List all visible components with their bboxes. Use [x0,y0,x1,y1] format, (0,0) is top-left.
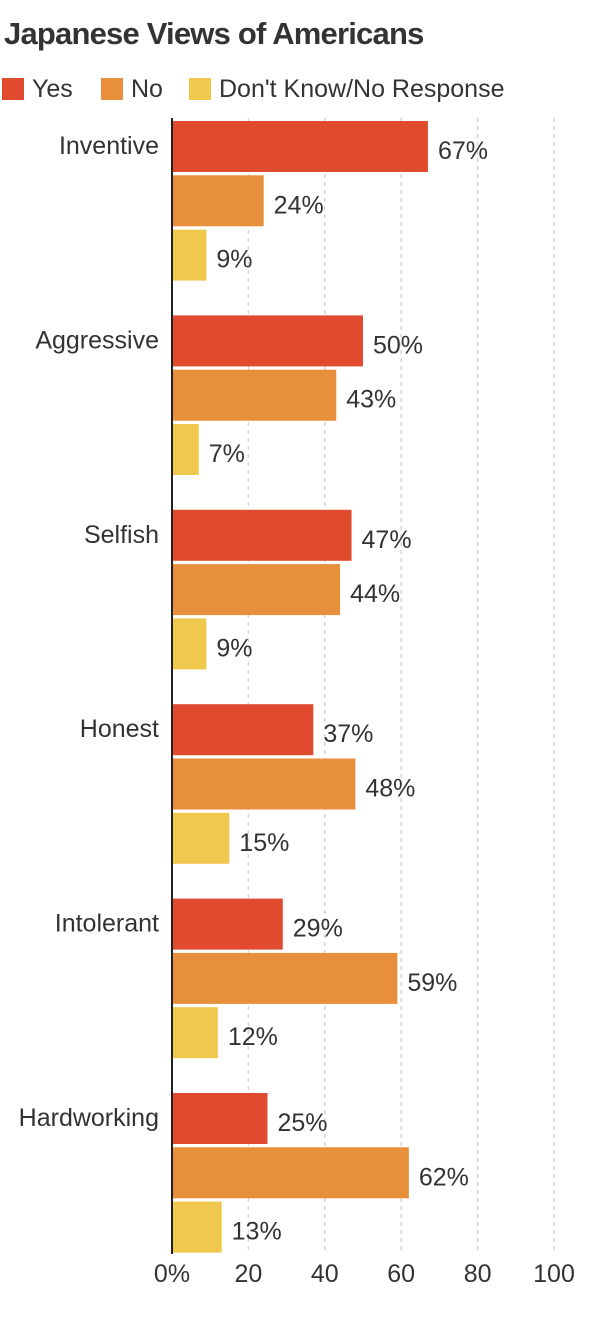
legend-swatch-yes [2,78,24,100]
bar [172,1007,218,1059]
legend-swatch-no [101,78,123,100]
data-label: 25% [278,1109,328,1137]
data-label: 50% [373,331,423,359]
data-label: 12% [228,1023,278,1051]
category-label: Inventive [59,132,159,160]
data-label: 15% [239,829,289,857]
data-label: 47% [362,526,412,554]
legend-label-yes: Yes [32,74,73,103]
bar [172,1201,222,1253]
bar [172,229,207,281]
x-tick-label: 0% [154,1260,190,1288]
category-label: Honest [80,715,159,743]
data-label: 67% [438,137,488,165]
legend-label-dont-know: Don't Know/No Response [219,74,505,103]
data-label: 9% [216,246,252,274]
data-label: 24% [274,191,324,219]
legend-label-no: No [131,74,163,103]
bar [172,175,264,227]
bar [172,812,230,864]
category-label: Selfish [84,521,159,549]
data-label: 29% [293,915,343,943]
data-label: 48% [365,775,415,803]
data-label: 59% [407,969,457,997]
bar [172,315,363,367]
bar [172,509,352,561]
bar [172,898,283,950]
bar [172,1147,409,1199]
bar [172,369,337,421]
category-label: Aggressive [35,326,159,354]
bar [172,758,356,810]
bar [172,564,341,616]
x-tick-label: 40 [311,1260,339,1288]
data-label: 13% [232,1218,282,1246]
data-label: 37% [323,720,373,748]
x-tick-label: 20 [234,1260,262,1288]
bar [172,424,199,475]
data-label: 44% [350,580,400,608]
bar [172,618,207,670]
bar [172,704,314,756]
category-label: Hardworking [19,1104,159,1132]
data-label: 62% [419,1163,469,1191]
legend-item-dont-know: Don't Know/No Response [189,72,505,106]
legend-swatch-dont-know [189,78,211,100]
data-label: 9% [216,634,252,662]
bar [172,952,398,1004]
bar [172,121,428,172]
bar [172,1093,268,1144]
data-label: 7% [209,440,245,468]
legend-item-no: No [101,72,163,106]
x-tick-label: 100 [533,1260,575,1288]
data-label: 43% [346,386,396,414]
x-tick-label: 80 [464,1260,492,1288]
legend-item-yes: Yes [2,72,73,106]
x-tick-label: 60 [387,1260,415,1288]
category-label: Intolerant [55,910,159,938]
chart-title: Japanese Views of Americans [4,16,424,51]
